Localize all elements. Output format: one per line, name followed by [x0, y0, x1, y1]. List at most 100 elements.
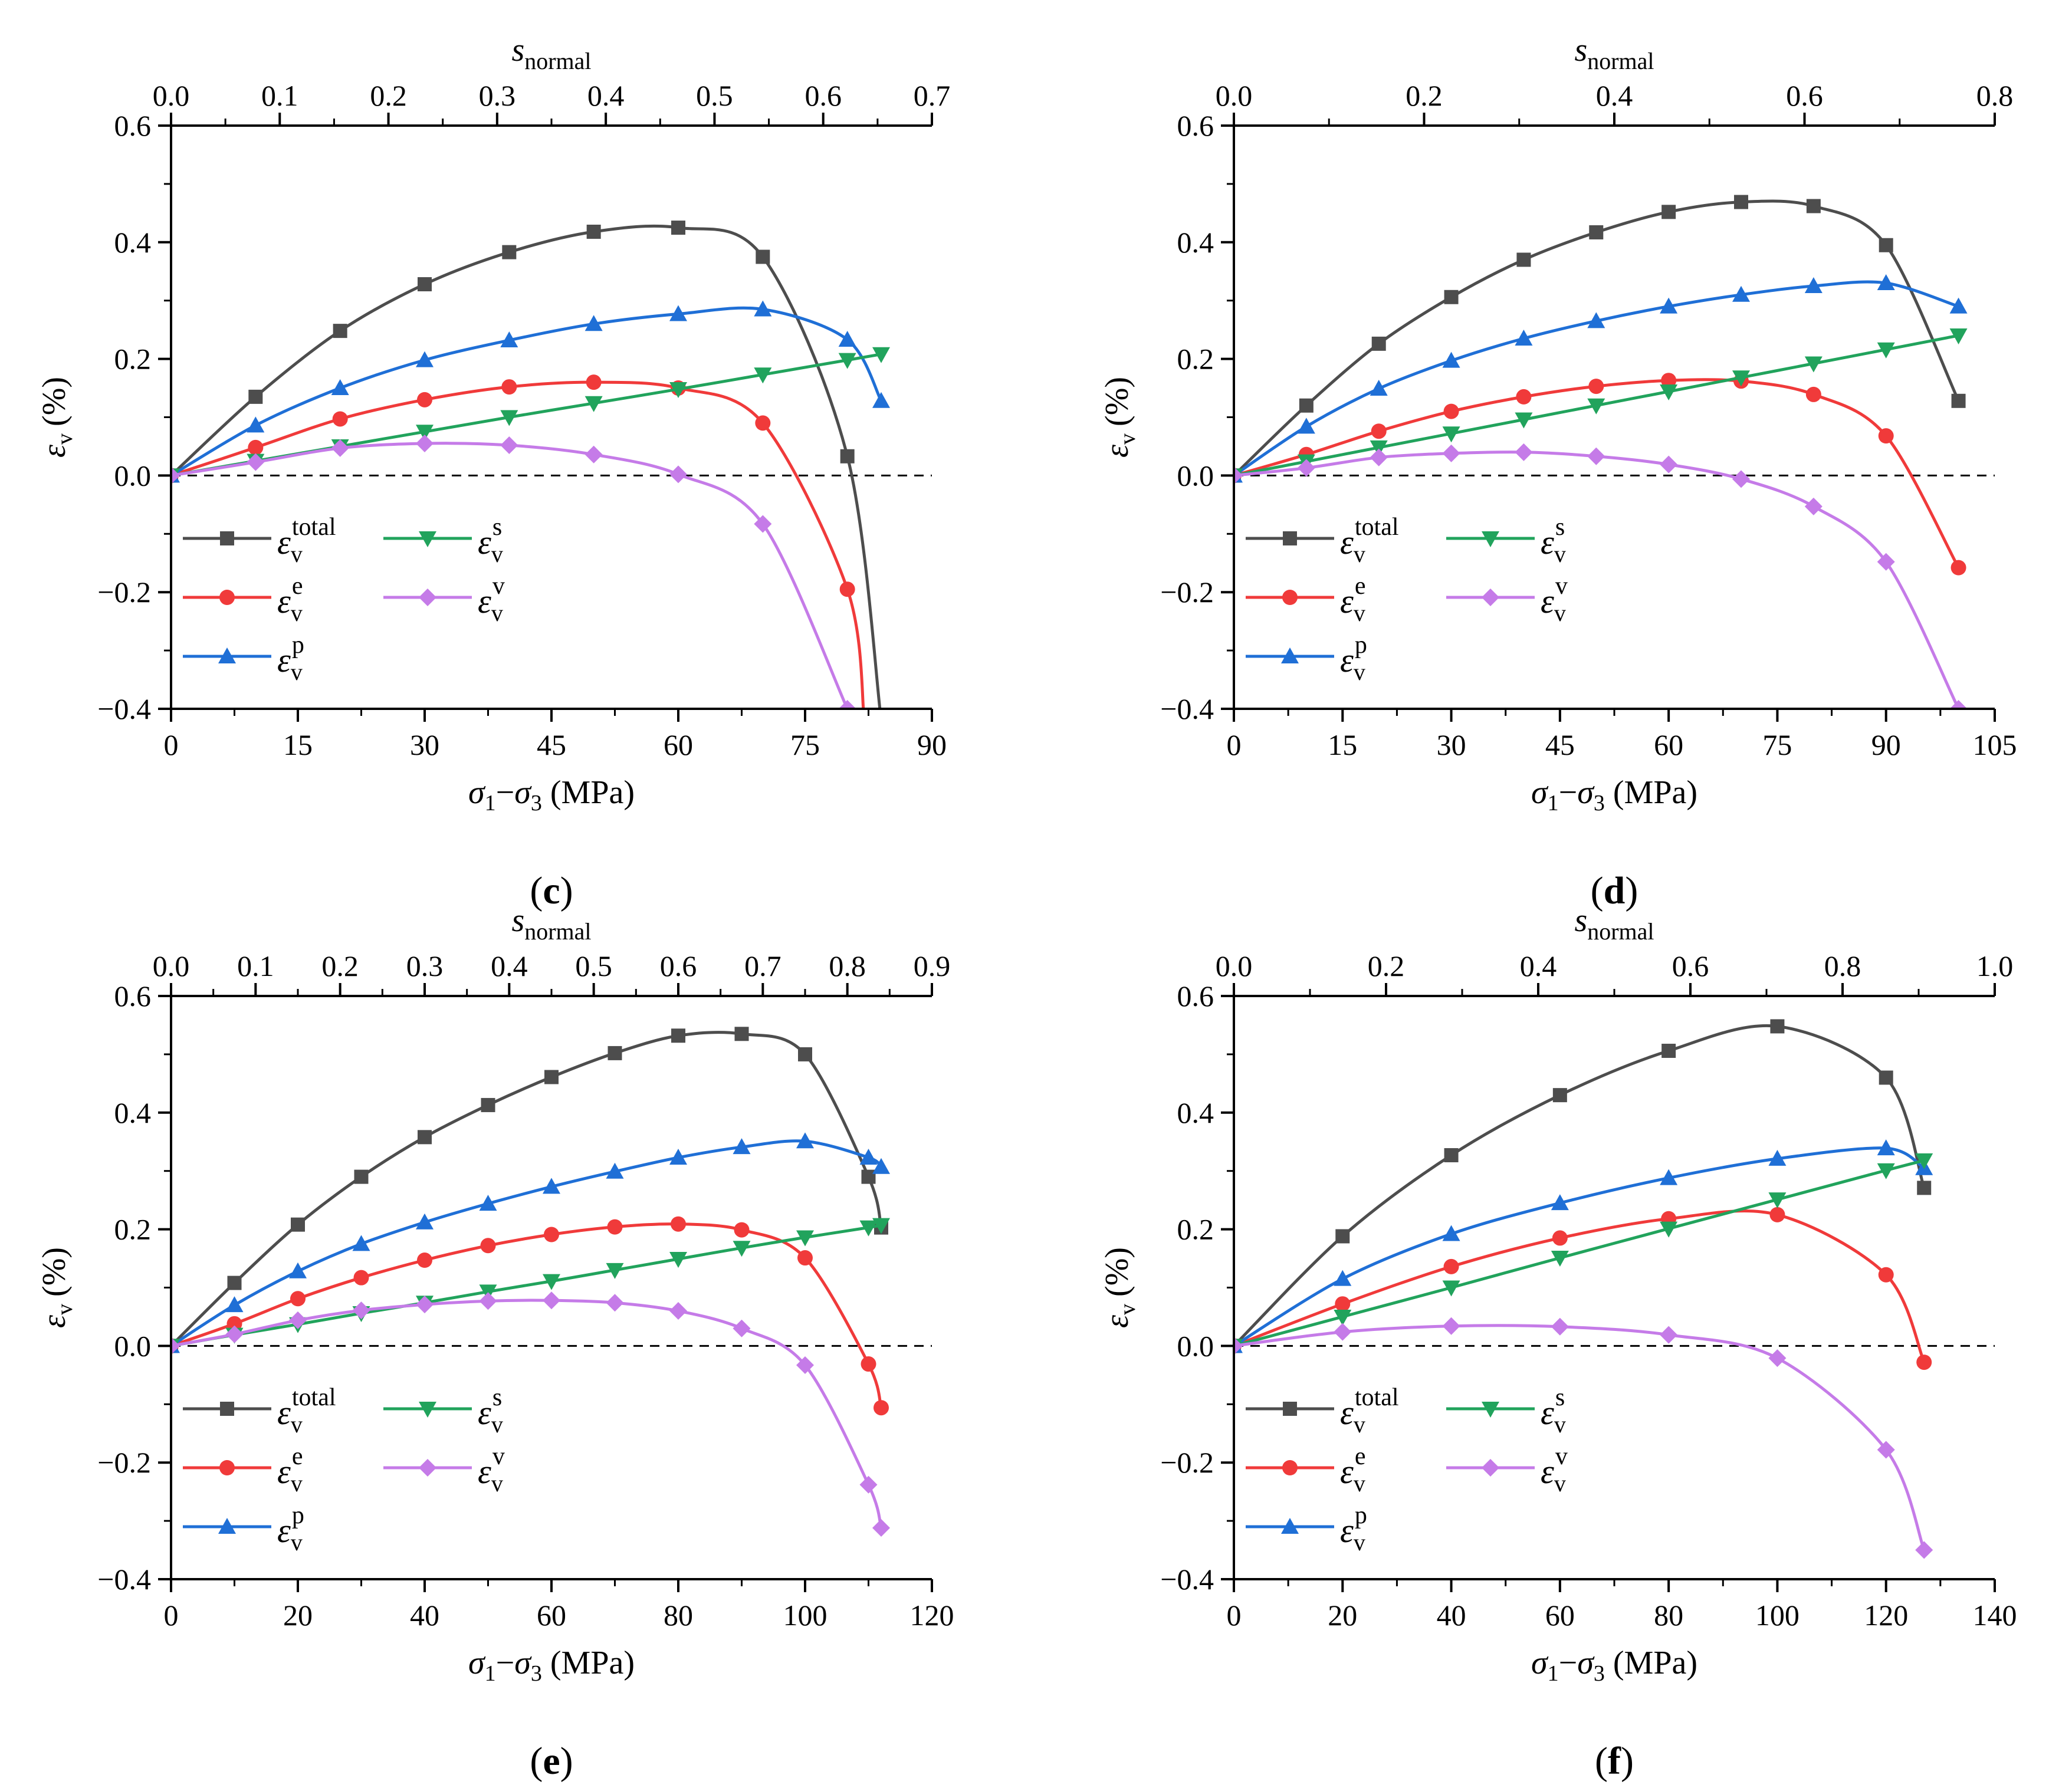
legend-v-subscript: v [291, 1411, 303, 1438]
legend-epsilon: ε [1340, 582, 1354, 620]
data-point-v-8 [669, 1302, 687, 1320]
legend-epsilon: ε [1541, 582, 1554, 620]
y-tick-label: 0.0 [114, 1329, 152, 1362]
x-tick-label: 20 [1328, 1599, 1357, 1632]
series-line-s [1234, 1159, 1925, 1347]
top-x-axis-title: snormal [1574, 902, 1654, 945]
epsilon-symbol: ε [1099, 1314, 1135, 1328]
series-s [171, 347, 890, 485]
data-point-p-8 [838, 330, 856, 347]
legend-item-s: εvs [1446, 1384, 1566, 1438]
legend-label: εvp [1340, 1502, 1367, 1556]
panel-label: (e) [530, 1740, 573, 1783]
y-tick-label: −0.4 [1160, 692, 1214, 725]
data-point-s-8 [1804, 356, 1823, 373]
legend-v-subscript: v [1354, 600, 1365, 626]
y-tick-label: 0.0 [114, 459, 152, 492]
y-tick-label: 0.6 [1177, 109, 1214, 142]
legend-epsilon: ε [478, 1452, 491, 1491]
top-x-tick-label: 0.6 [1786, 79, 1823, 112]
series-p [171, 300, 890, 483]
data-point-total-2 [1444, 1148, 1459, 1162]
data-point-e-11 [861, 1356, 876, 1372]
percent-unit: (%) [36, 377, 73, 426]
legend-label: εvtotal [277, 1384, 336, 1438]
data-point-p-6 [1660, 297, 1678, 314]
x-tick-label: 20 [283, 1599, 313, 1632]
data-point-s-6 [669, 382, 687, 399]
data-point-e-5 [586, 374, 602, 390]
data-point-e-1 [226, 1316, 242, 1332]
data-point-s-9 [1877, 342, 1895, 359]
data-point-total-1 [1299, 398, 1314, 413]
legend-v-subscript: v [1554, 1470, 1566, 1497]
legend-superscript: p [1355, 632, 1367, 659]
legend-marker [219, 1460, 235, 1475]
data-point-e-10 [797, 1250, 813, 1266]
y-tick-label: 0.4 [114, 226, 152, 259]
data-point-s-5 [1587, 398, 1605, 415]
legend-marker [1283, 531, 1297, 545]
top-x-tick-label: 0.2 [1368, 949, 1405, 982]
data-point-s-10 [796, 1230, 814, 1247]
series-line-p [171, 306, 883, 477]
data-point-v-7 [606, 1294, 624, 1312]
x-tick-label: 120 [1864, 1599, 1908, 1632]
x-tick-label: 75 [1762, 728, 1792, 761]
series-line-total [1234, 1024, 1926, 1347]
top-x-tick-label: 0.4 [1520, 949, 1557, 982]
top-x-tick-label: 0.8 [829, 949, 866, 982]
legend-v-subscript: v [491, 600, 503, 626]
legend-label: εve [277, 1443, 303, 1497]
series-line-e [1234, 378, 1960, 568]
subscript-three: 3 [1594, 1661, 1605, 1686]
legend-item-total: εvtotal [183, 1384, 336, 1438]
legend-superscript: v [1555, 573, 1568, 600]
data-point-v-12 [872, 1518, 890, 1537]
minus-sign: − [1559, 1645, 1578, 1681]
data-point-v-10 [796, 1356, 814, 1375]
top-x-tick-label: 0.2 [370, 79, 407, 112]
legend-superscript: s [1555, 514, 1565, 541]
data-point-p-2 [289, 1262, 307, 1278]
legend-marker [1482, 531, 1499, 547]
series-v [171, 435, 856, 709]
x-tick-label: 75 [790, 728, 820, 761]
y-tick-label: −0.2 [97, 576, 151, 609]
legend-v-subscript: v [291, 600, 303, 626]
data-point-v-7 [1732, 470, 1750, 488]
legend-item-e: εve [1246, 573, 1366, 626]
legend-superscript: s [1555, 1384, 1565, 1411]
data-point-total-9 [734, 1027, 749, 1041]
y-tick-label: 0.6 [1177, 979, 1214, 1013]
data-point-p-10 [1949, 297, 1968, 314]
x-tick-label: 80 [664, 1599, 693, 1632]
data-point-total-1 [248, 389, 263, 404]
top-x-tick-label: 1.0 [1976, 949, 2014, 982]
percent-unit: (%) [1099, 1247, 1135, 1297]
minus-sign: − [496, 774, 515, 811]
legend-item-v: εvv [1446, 1443, 1568, 1497]
top-x-tick-label: 0.4 [1596, 79, 1633, 112]
legend-v-subscript: v [491, 541, 503, 567]
paren-close: ) [560, 1740, 573, 1783]
x-axis-title: σ1−σ3 (MPa) [468, 774, 635, 816]
legend-epsilon: ε [1541, 523, 1554, 561]
legend-marker [419, 1459, 436, 1477]
legend-v-subscript: v [291, 1529, 303, 1556]
data-point-p-5 [479, 1195, 497, 1211]
x-tick-label: 120 [910, 1599, 954, 1632]
legend-label: εvp [1340, 632, 1367, 685]
data-point-e-1 [1335, 1296, 1351, 1312]
epsilon-symbol: ε [36, 444, 73, 458]
data-point-e-3 [353, 1270, 369, 1286]
data-point-v-4 [416, 1296, 434, 1314]
legend-epsilon: ε [277, 582, 291, 620]
s-symbol: s [1574, 32, 1587, 68]
data-point-e-8 [671, 1216, 686, 1232]
legend-label: εve [277, 573, 303, 626]
